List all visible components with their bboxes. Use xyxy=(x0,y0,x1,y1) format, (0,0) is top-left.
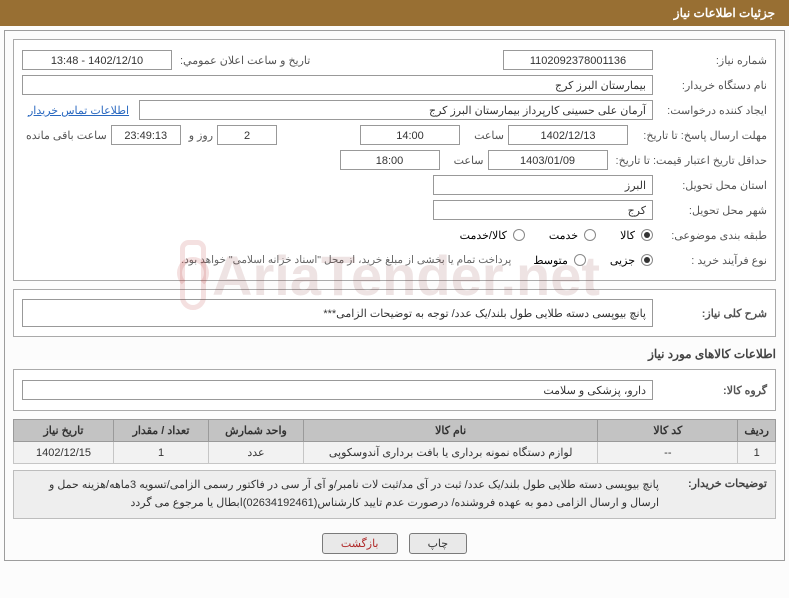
reply-deadline-label: مهلت ارسال پاسخ: تا تاریخ: xyxy=(632,129,767,142)
days-field: 2 xyxy=(217,125,277,145)
radio-kalakhadamat-label: کالا/خدمت xyxy=(460,229,507,242)
table-header-row: ردیفکد کالانام کالاواحد شمارشتعداد / مقد… xyxy=(14,420,776,442)
subject-cat-label: طبقه بندی موضوعی: xyxy=(657,229,767,242)
table-cell: 1402/12/15 xyxy=(14,442,114,464)
requester-label: ایجاد کننده درخواست: xyxy=(657,104,767,117)
back-button[interactable]: بازگشت xyxy=(322,533,398,554)
delivery-city-field: کرج xyxy=(433,200,653,220)
buyer-notes-text: پانچ بیوپسی دسته طلایی طول بلند/یک عدد/ … xyxy=(22,477,659,512)
table-header-cell: تاریخ نیاز xyxy=(14,420,114,442)
group-field: دارو، پزشکی و سلامت xyxy=(22,380,653,400)
goods-table: ردیفکد کالانام کالاواحد شمارشتعداد / مقد… xyxy=(13,419,776,464)
purchase-process-radios: جزیی متوسط xyxy=(533,254,653,267)
radio-small[interactable] xyxy=(641,254,653,266)
delivery-province-field: البرز xyxy=(433,175,653,195)
min-price-time-field: 18:00 xyxy=(340,150,440,170)
radio-medium-label: متوسط xyxy=(533,254,568,267)
contact-link[interactable]: اطلاعات تماس خریدار xyxy=(22,104,135,117)
panel-header: جزئیات اطلاعات نیاز xyxy=(0,0,789,26)
remaining-time-field: 23:49:13 xyxy=(111,125,181,145)
need-desc-label: شرح کلی نیاز: xyxy=(657,307,767,320)
announce-field: 1402/12/10 - 13:48 xyxy=(22,50,172,70)
table-header-cell: کد کالا xyxy=(598,420,738,442)
delivery-city-label: شهر محل تحویل: xyxy=(657,204,767,217)
table-cell: 1 xyxy=(114,442,209,464)
requester-field: آرمان علی حسینی کارپرداز بیمارستان البرز… xyxy=(139,100,653,120)
purchase-note: پرداخت تمام یا بخشی از مبلغ خرید، از محل… xyxy=(181,254,511,266)
print-button[interactable]: چاپ xyxy=(409,533,468,554)
reply-date-field: 1402/12/13 xyxy=(508,125,628,145)
table-cell: لوازم دستگاه نمونه برداری یا بافت برداری… xyxy=(304,442,598,464)
table-header-cell: نام کالا xyxy=(304,420,598,442)
header-title: جزئیات اطلاعات نیاز xyxy=(674,6,775,20)
min-price-label: حداقل تاریخ اعتبار قیمت: تا تاریخ: xyxy=(612,154,767,167)
table-cell: 1 xyxy=(738,442,776,464)
radio-kalakhadamat[interactable] xyxy=(513,229,525,241)
radio-small-label: جزیی xyxy=(610,254,635,267)
table-header-cell: ردیف xyxy=(738,420,776,442)
table-header-cell: واحد شمارش xyxy=(209,420,304,442)
delivery-province-label: استان محل تحویل: xyxy=(657,179,767,192)
goods-group-panel: گروه کالا: دارو، پزشکی و سلامت xyxy=(13,369,776,411)
outer-container: شماره نیاز: 1102092378001136 تاریخ و ساع… xyxy=(4,30,785,561)
table-cell: عدد xyxy=(209,442,304,464)
buyer-notes-box: توضیحات خریدار: پانچ بیوپسی دسته طلایی ط… xyxy=(13,470,776,519)
time-label-1: ساعت xyxy=(464,129,504,142)
days-label: روز و xyxy=(185,129,213,142)
need-no-field: 1102092378001136 xyxy=(503,50,653,70)
remaining-label: ساعت باقی مانده xyxy=(22,129,107,142)
need-info-panel: شماره نیاز: 1102092378001136 تاریخ و ساع… xyxy=(13,39,776,281)
need-no-label: شماره نیاز: xyxy=(657,54,767,67)
min-price-date-field: 1403/01/09 xyxy=(488,150,608,170)
radio-kala-label: کالا xyxy=(620,229,635,242)
buyer-notes-label: توضیحات خریدار: xyxy=(667,477,767,490)
table-header-cell: تعداد / مقدار xyxy=(114,420,209,442)
radio-medium[interactable] xyxy=(574,254,586,266)
radio-khadamat[interactable] xyxy=(584,229,596,241)
purchase-process-label: نوع فرآیند خرید : xyxy=(657,254,767,267)
time-label-2: ساعت xyxy=(444,154,484,167)
table-row: 1--لوازم دستگاه نمونه برداری یا بافت برد… xyxy=(14,442,776,464)
group-label: گروه کالا: xyxy=(657,384,767,397)
reply-time-field: 14:00 xyxy=(360,125,460,145)
radio-khadamat-label: خدمت xyxy=(549,229,578,242)
need-desc-field: پانچ بیوپسی دسته طلایی طول بلند/یک عدد/ … xyxy=(22,299,653,327)
button-row: چاپ بازگشت xyxy=(5,525,784,560)
subject-cat-radios: کالا خدمت کالا/خدمت xyxy=(460,229,653,242)
goods-section-title: اطلاعات کالاهای مورد نیاز xyxy=(13,347,776,361)
announce-label: تاریخ و ساعت اعلان عمومي: xyxy=(176,54,310,67)
table-cell: -- xyxy=(598,442,738,464)
buyer-org-label: نام دستگاه خریدار: xyxy=(657,79,767,92)
need-desc-panel: شرح کلی نیاز: پانچ بیوپسی دسته طلایی طول… xyxy=(13,289,776,337)
buyer-org-field: بیمارستان البرز کرج xyxy=(22,75,653,95)
radio-kala[interactable] xyxy=(641,229,653,241)
